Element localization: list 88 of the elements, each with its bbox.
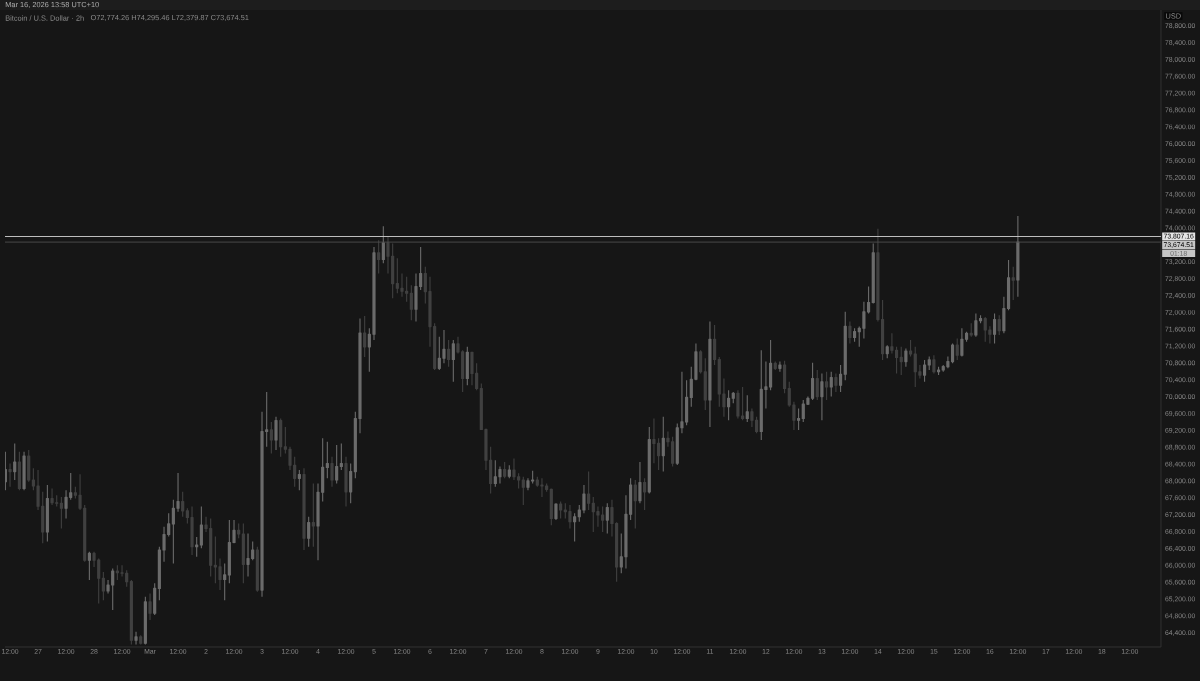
candlestick (573, 512, 577, 543)
candlestick (59, 496, 63, 530)
candlestick (997, 314, 1001, 336)
candlestick (839, 364, 843, 393)
candlestick (922, 359, 927, 383)
candlestick (377, 239, 381, 275)
candlestick (101, 571, 105, 601)
candlestick (554, 502, 558, 521)
candlestick (311, 482, 315, 548)
candlestick (890, 332, 894, 355)
candlestick (853, 327, 857, 343)
candlestick (960, 327, 964, 358)
candlestick (885, 344, 889, 359)
candlestick (936, 366, 941, 376)
candlestick (325, 441, 329, 479)
candlestick (727, 389, 731, 421)
candlestick (908, 339, 913, 358)
candlestick (246, 533, 250, 578)
candlestick (568, 504, 572, 530)
candlestick (363, 315, 367, 358)
candlestick (521, 476, 525, 506)
candlestick (820, 372, 824, 421)
candlestick (955, 337, 959, 361)
candlestick (927, 355, 931, 371)
candlestick (708, 320, 712, 428)
candlestick (13, 442, 17, 481)
candlestick (974, 312, 978, 338)
candlestick (199, 506, 203, 549)
candlestick (307, 516, 311, 548)
candlestick (349, 463, 353, 504)
candlestick (274, 416, 278, 451)
candlestick (825, 371, 829, 401)
candlestick (750, 407, 754, 428)
candlestick (661, 416, 665, 473)
candlestick (5, 451, 7, 491)
candlestick (22, 451, 26, 491)
candlestick (148, 592, 152, 621)
candlestick (713, 324, 717, 366)
candlestick (237, 522, 241, 539)
candlestick (8, 463, 12, 488)
candlestick (181, 491, 185, 518)
candlestick (87, 551, 91, 581)
candlestick (507, 464, 511, 479)
candlestick (745, 394, 749, 423)
candlestick (978, 314, 983, 324)
candlestick (969, 322, 973, 338)
candlestick (685, 379, 689, 426)
candlestick (540, 477, 544, 498)
candlestick (559, 501, 563, 519)
candlestick (899, 346, 903, 376)
candlestick (605, 502, 609, 535)
candlestick (335, 444, 339, 484)
candlestick (904, 347, 908, 368)
candlestick (190, 506, 194, 556)
candlestick (344, 456, 348, 508)
candlestick (638, 461, 642, 504)
candlestick (778, 361, 782, 373)
candlestick (867, 286, 871, 315)
candlestick (848, 320, 852, 345)
candlestick (829, 371, 833, 398)
candlestick (470, 351, 474, 386)
candlestick (451, 339, 455, 383)
candlestick (932, 354, 936, 374)
candlestick (643, 477, 647, 511)
candlestick (1011, 266, 1015, 301)
candlestick (139, 634, 143, 646)
candlestick (339, 442, 343, 471)
candlestick (409, 284, 413, 321)
candlestick (703, 357, 707, 411)
candlestick (223, 562, 227, 601)
candlestick (447, 339, 451, 368)
candlestick (330, 456, 334, 488)
candlestick (503, 461, 507, 479)
candlestick (736, 389, 740, 420)
candlestick (297, 469, 301, 491)
candlestick (1016, 215, 1020, 298)
candlestick (633, 479, 637, 530)
candlestick (797, 407, 801, 431)
candlestick (45, 484, 49, 543)
candlestick (50, 487, 54, 506)
candlestick (992, 312, 997, 345)
candlestick (134, 631, 138, 646)
candlestick (587, 471, 591, 511)
candlestick (241, 522, 245, 584)
candlestick (195, 536, 199, 558)
candlestick (302, 467, 306, 551)
candlestick (731, 391, 735, 404)
candlestick (834, 372, 838, 393)
